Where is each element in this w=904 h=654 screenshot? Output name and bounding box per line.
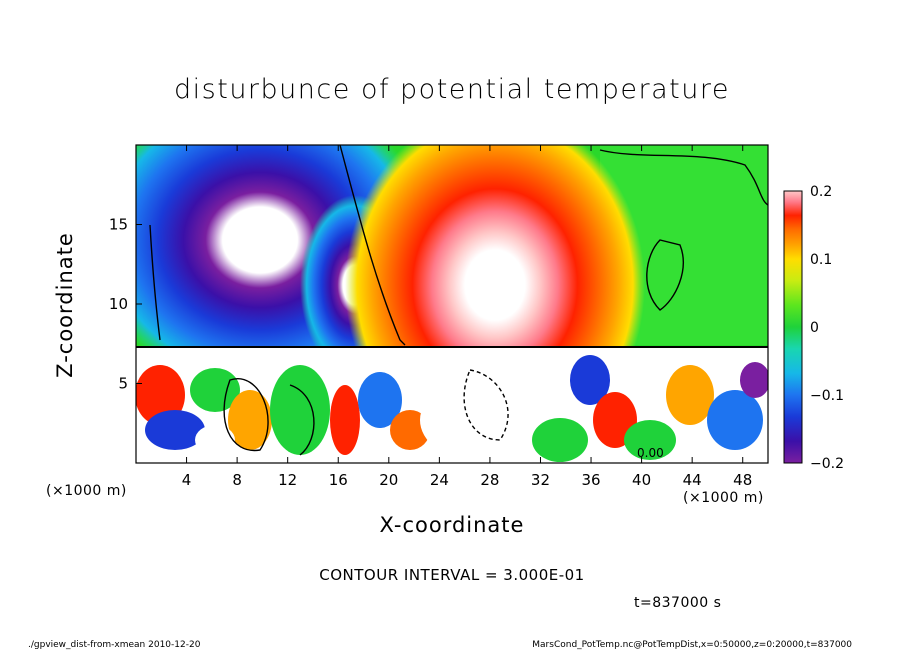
time-label: t=837000 s <box>634 595 722 611</box>
x-tick-label: 24 <box>430 471 449 489</box>
x-axis: 4 8 12 16 20 24 28 32 36 40 44 48 <box>182 145 752 489</box>
chart-title: disturbunce of potential temperature <box>174 74 730 105</box>
x-tick-label: 12 <box>278 471 297 489</box>
y-axis: 5 10 15 <box>109 216 142 393</box>
colorbar <box>783 190 803 464</box>
y-axis-label: Z-coordinate <box>53 232 77 378</box>
colorbar-tick-label: 0.1 <box>810 252 832 268</box>
colorbar-tick-label: 0.2 <box>810 184 832 200</box>
x-tick-label: 4 <box>182 471 192 489</box>
x-tick-label: 28 <box>480 471 499 489</box>
contour-lines <box>149 145 768 456</box>
x-tick-label: 48 <box>733 471 752 489</box>
footer-right: MarsCond_PotTemp.nc@PotTempDist,x=0:5000… <box>532 640 852 650</box>
footer-left: ./gpview_dist-from-xmean 2010-12-20 <box>28 640 201 650</box>
x-tick-label: 8 <box>232 471 242 489</box>
lower-turbulent-layer <box>136 355 768 462</box>
x-tick-label: 36 <box>581 471 600 489</box>
x-tick-label: 40 <box>632 471 651 489</box>
x-units-right: (×1000 m) <box>683 490 764 506</box>
x-tick-label: 20 <box>379 471 398 489</box>
y-tick-label: 5 <box>118 375 128 393</box>
x-tick-label: 32 <box>531 471 550 489</box>
x-tick-label: 44 <box>683 471 702 489</box>
contour-interval: CONTOUR INTERVAL = 3.000E-01 <box>319 566 585 584</box>
colorbar-tick-label: −0.2 <box>810 456 844 472</box>
contour-annotation: 0.00 <box>637 446 664 460</box>
colorbar-ticks: 0.2 0.1 0 −0.1 −0.2 <box>810 184 844 472</box>
heatmap-field <box>136 145 768 463</box>
colorbar-tick-label: 0 <box>810 320 819 336</box>
x-units-left: (×1000 m) <box>46 483 127 499</box>
y-tick-label: 10 <box>109 295 128 313</box>
x-axis-label: X-coordinate <box>379 513 525 537</box>
colorbar-tick-label: −0.1 <box>810 388 844 404</box>
y-tick-label: 15 <box>109 216 128 234</box>
x-tick-label: 16 <box>329 471 348 489</box>
